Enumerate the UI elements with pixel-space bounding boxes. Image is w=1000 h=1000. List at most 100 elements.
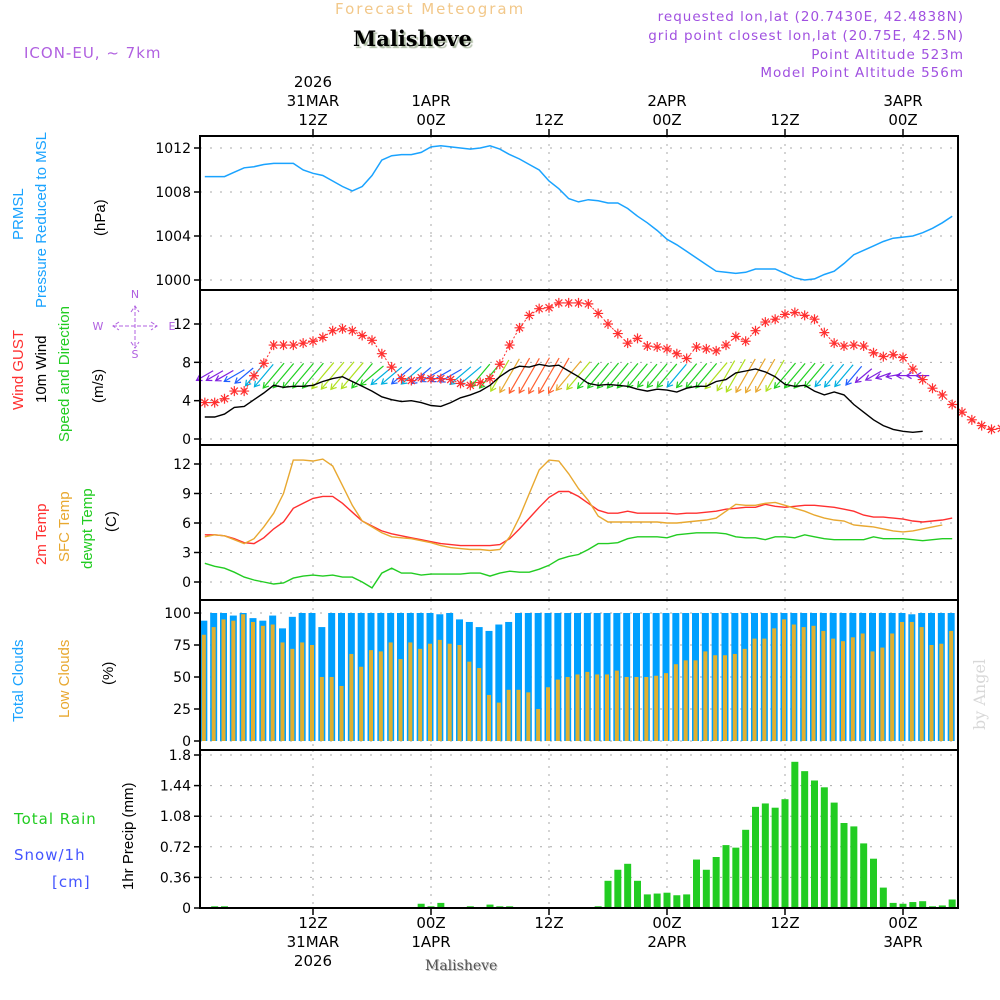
- precip-bar: [938, 905, 946, 908]
- x-tick-label-bottom: 3APR: [883, 933, 922, 951]
- gust-marker: [406, 375, 417, 386]
- low-cloud-bar: [477, 668, 482, 741]
- low-cloud-bar: [506, 689, 511, 741]
- wind-arrowhead: [380, 378, 388, 385]
- wind-arrow: [765, 359, 785, 392]
- wind-arrow: [518, 357, 540, 394]
- compass-e: E: [169, 320, 176, 333]
- low-cloud-bar: [929, 645, 934, 741]
- low-cloud-bar: [782, 619, 786, 741]
- gust-marker: [494, 359, 505, 370]
- wind-arrow: [865, 370, 882, 381]
- low-cloud-bar: [801, 627, 806, 741]
- low-cloud-bar: [428, 643, 432, 741]
- gust-marker: [622, 338, 633, 349]
- wind-arrow: [666, 363, 687, 388]
- compass-s: S: [132, 348, 139, 361]
- x-tick-label-bottom: 2APR: [647, 933, 686, 951]
- wind-arrow: [499, 358, 520, 393]
- low-cloud-bar: [949, 630, 954, 741]
- low-cloud-bar: [831, 638, 836, 741]
- low-cloud-bar: [624, 677, 629, 741]
- low-cloud-bar: [310, 645, 314, 741]
- wind-arrowhead: [528, 387, 535, 395]
- x-tick-label-top: 12Z: [298, 111, 327, 129]
- gust-marker: [553, 297, 564, 308]
- y-tick-label: 25: [173, 702, 191, 718]
- gust-marker: [258, 358, 269, 369]
- gust-marker: [544, 302, 554, 313]
- gust-marker: [573, 297, 584, 308]
- y-tick-label: 1008: [155, 185, 191, 201]
- total-cloud-bar: [524, 613, 532, 741]
- wind-arrowhead: [854, 376, 862, 384]
- y-tick-label: 8: [182, 355, 191, 371]
- x-tick-label-top: 1APR: [411, 92, 450, 110]
- y-tick-label: 1012: [155, 141, 191, 157]
- wind-arrowhead: [518, 386, 525, 394]
- y-tick-label: 100: [164, 606, 191, 622]
- gust-marker: [583, 298, 594, 309]
- low-cloud-bar: [221, 619, 226, 741]
- precip-bar: [909, 902, 917, 908]
- low-cloud-bar: [339, 685, 344, 741]
- gust-marker: [917, 374, 928, 385]
- temp-sfc-line: [204, 458, 943, 552]
- point-altitude: Point Altitude 523m: [811, 47, 964, 63]
- x-tick-label-top: 12Z: [770, 111, 799, 129]
- gust-marker: [976, 420, 987, 431]
- wind-arrowhead: [555, 384, 563, 392]
- precip-bar: [683, 894, 691, 908]
- low-cloud-bar: [644, 677, 649, 741]
- y-tick-label: 0: [182, 432, 191, 448]
- wind-arrow: [320, 361, 345, 390]
- low-cloud-bar: [841, 641, 845, 741]
- gust-marker: [799, 310, 810, 321]
- wind-arrowhead: [823, 380, 831, 388]
- x-tick-label-top: 00Z: [652, 111, 681, 129]
- y-tick-label: 0: [182, 575, 191, 591]
- wind-arrow: [793, 362, 816, 389]
- low-cloud-bar: [723, 655, 727, 741]
- low-cloud-bar: [555, 679, 560, 741]
- wind-arrowhead: [666, 380, 674, 388]
- x-tick-label-bottom: 00Z: [652, 914, 681, 932]
- wind-arrowhead: [704, 382, 712, 390]
- low-cloud-bar: [900, 621, 904, 741]
- wind-arrowhead: [834, 380, 841, 388]
- wind-arrow: [834, 364, 854, 387]
- panel-frame: [199, 135, 959, 291]
- gust-marker: [455, 378, 466, 389]
- gust-marker: [396, 373, 407, 384]
- low-cloud-bar: [231, 620, 236, 741]
- gust-marker: [593, 308, 604, 319]
- compass-arrows: [112, 305, 158, 349]
- bar-marks: [200, 613, 956, 908]
- watermark: by Angel: [970, 658, 989, 730]
- wind-arrowhead: [616, 381, 624, 389]
- precip-bar: [860, 843, 868, 908]
- gust-marker: [534, 303, 545, 314]
- wind-arrowhead: [804, 381, 811, 388]
- requested-coords: requested lon,lat (20.7430E, 42.4838N): [657, 9, 964, 25]
- precip-bar: [417, 903, 425, 908]
- low-cloud-bar: [526, 692, 531, 741]
- low-cloud-bar: [614, 670, 619, 741]
- wind-arrow: [548, 357, 570, 394]
- gust-marker: [632, 333, 643, 344]
- precip-bar: [693, 859, 700, 908]
- precip-bar: [437, 902, 445, 908]
- gust-marker: [681, 353, 692, 364]
- wind-arrow: [695, 362, 718, 389]
- wind-arrow: [755, 358, 776, 393]
- wind-arrow: [616, 362, 639, 389]
- gust-marker: [691, 342, 702, 352]
- wind-arrow: [637, 363, 658, 388]
- wind-arrowhead: [576, 382, 584, 390]
- precip-bar: [919, 901, 927, 908]
- low-cloud-bar: [457, 645, 462, 741]
- gust-marker: [642, 341, 653, 352]
- precip-bar: [820, 787, 828, 908]
- gust-marker: [652, 342, 663, 352]
- wind-arrowhead: [735, 386, 742, 394]
